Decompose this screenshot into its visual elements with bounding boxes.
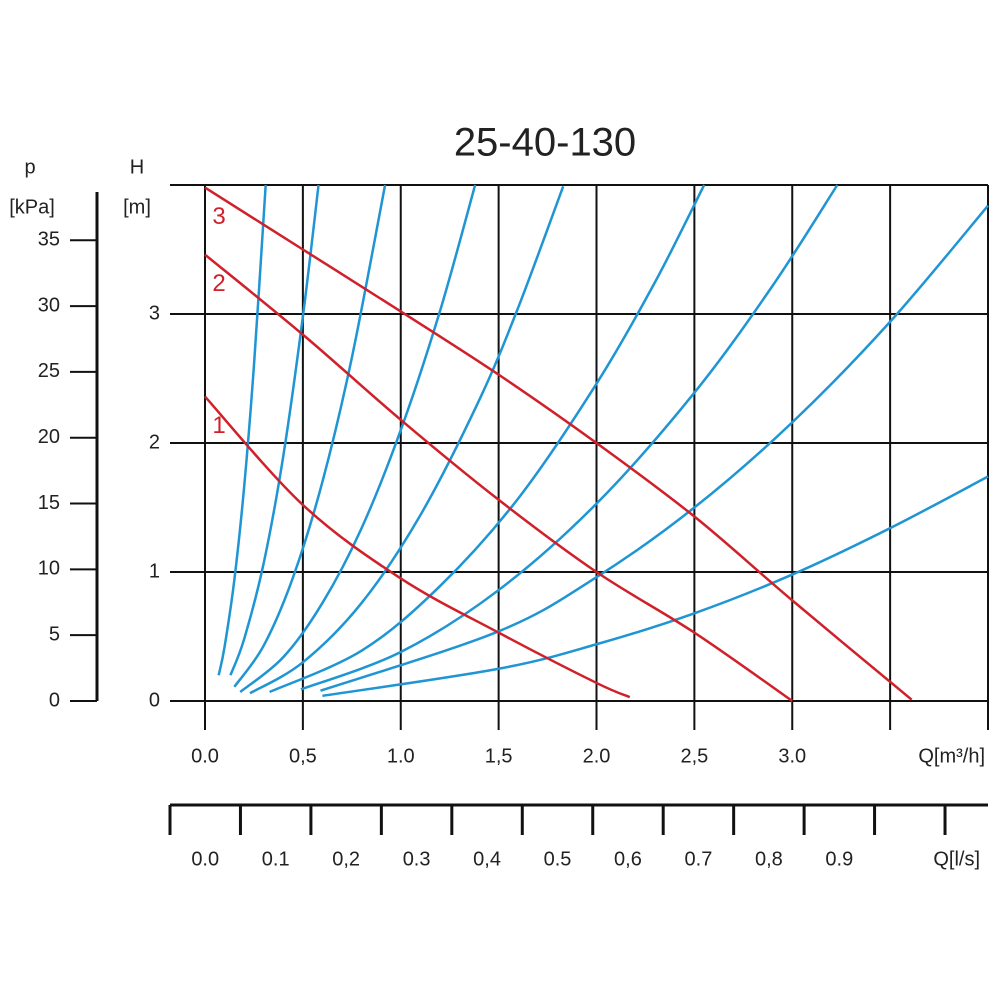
- y-tick-label: 0: [149, 689, 160, 711]
- y2-tick-label: 25: [38, 360, 60, 382]
- y-unit: [m]: [123, 196, 151, 218]
- y2-label: p: [24, 156, 35, 178]
- x2-tick-label: 0.7: [685, 848, 713, 870]
- y2-tick-label: 30: [38, 294, 60, 316]
- x-tick-label: 1.0: [387, 745, 415, 767]
- x2-tick-label: 0.9: [825, 848, 853, 870]
- chart-title: 25-40-130: [454, 121, 636, 165]
- system-curve: [249, 185, 565, 695]
- y2-tick-label: 20: [38, 426, 60, 448]
- x2-tick-label: 0,4: [473, 848, 501, 870]
- x2-tick-label: 0.5: [544, 848, 572, 870]
- system-curve: [320, 204, 989, 692]
- x2-label: Q[l/s]: [933, 848, 980, 870]
- x-label: Q[m³/h]: [918, 745, 985, 767]
- y-tick-label: 1: [149, 560, 160, 582]
- y2-tick-label: 0: [49, 689, 60, 711]
- y-tick-label: 2: [149, 431, 160, 453]
- system-curve: [300, 184, 839, 691]
- x2-tick-label: 0,8: [755, 848, 783, 870]
- x-tick-label: 0,5: [289, 745, 317, 767]
- y2-tick-label: 35: [38, 229, 60, 251]
- y2-tick-label: 15: [38, 492, 60, 514]
- x2-tick-label: 0.3: [403, 848, 431, 870]
- y-label: H: [130, 156, 144, 178]
- x2-tick-label: 0,2: [332, 848, 360, 870]
- system-curve: [269, 184, 706, 694]
- system-curve: [239, 184, 477, 693]
- system-curve: [217, 184, 267, 676]
- y2-tick-label: 10: [38, 558, 60, 580]
- x2-tick-label: 0.0: [191, 848, 219, 870]
- y-tick-label: 3: [149, 302, 160, 324]
- x-tick-label: 2.0: [583, 745, 611, 767]
- curve-label: 1: [212, 412, 225, 439]
- x2-tick-label: 0,6: [614, 848, 642, 870]
- curve-label: 3: [212, 203, 225, 230]
- x-tick-label: 1,5: [485, 745, 513, 767]
- x-tick-label: 0.0: [191, 745, 219, 767]
- x-tick-label: 3.0: [778, 745, 806, 767]
- system-curve: [322, 475, 989, 698]
- pump-curve: [204, 395, 631, 699]
- x2-tick-label: 0.1: [262, 848, 290, 870]
- y2-unit: [kPa]: [9, 196, 55, 218]
- y2-tick-label: 5: [49, 623, 60, 645]
- curve-label: 2: [212, 270, 225, 297]
- pump-curve: [204, 253, 793, 703]
- pump-curve: [204, 186, 913, 701]
- system-curve: [229, 184, 320, 676]
- x-tick-label: 2,5: [680, 745, 708, 767]
- system-curve: [233, 184, 387, 688]
